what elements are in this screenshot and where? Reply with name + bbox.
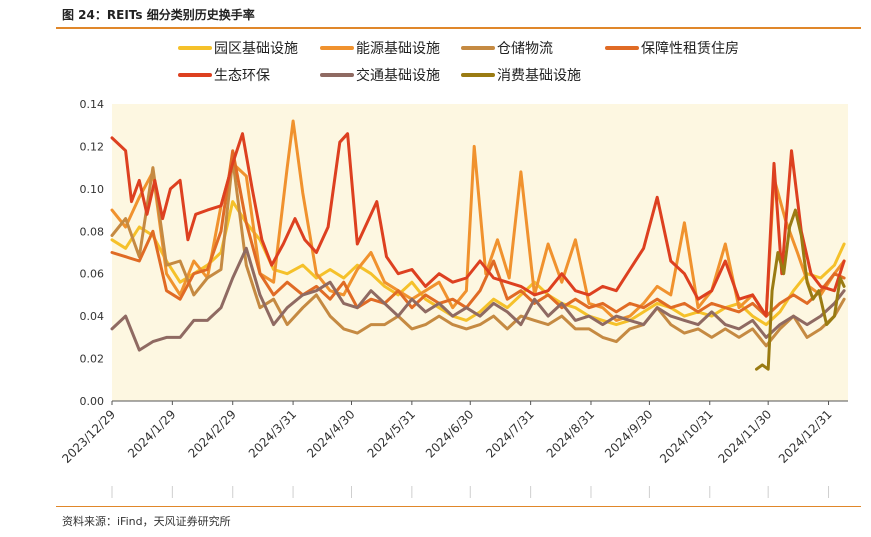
y-tick-label: 0.06 xyxy=(80,268,105,281)
top-rule xyxy=(56,27,861,29)
legend-label: 保障性租赁住房 xyxy=(641,41,739,57)
source-note: 资料来源：iFind，天风证券研究所 xyxy=(62,515,231,528)
x-tick-label: 2024/11/30 xyxy=(715,407,774,466)
x-tick-label: 2024/5/31 xyxy=(365,407,418,460)
y-tick-label: 0.14 xyxy=(80,98,105,111)
series-line-6 xyxy=(110,246,846,352)
y-tick-label: 0.08 xyxy=(80,225,105,238)
legend-label: 生态环保 xyxy=(214,68,270,84)
x-tick-label: 2024/6/30 xyxy=(423,407,476,460)
series-line-5 xyxy=(110,132,846,318)
x-tick-label: 2024/7/31 xyxy=(483,407,536,460)
legend-label: 消费基础设施 xyxy=(497,67,581,84)
series-lines xyxy=(110,119,846,371)
x-tick-label: 2024/3/31 xyxy=(246,407,299,460)
x-axis: 2023/12/29 2024/1/29 2024/2/29 2024/3/31 202… xyxy=(59,401,835,498)
y-tick-label: 0.02 xyxy=(80,353,105,366)
x-tick-label: 2024/1/29 xyxy=(125,407,178,460)
chart: 0.00 0.02 0.04 0.06 0.08 0.10 0.12 0.14 2023/12… xyxy=(59,40,848,498)
y-tick-label: 0.00 xyxy=(80,395,105,408)
x-tick-label: 2024/12/31 xyxy=(776,407,835,466)
y-tick-label: 0.04 xyxy=(80,310,105,323)
x-tick-label: 2024/4/30 xyxy=(304,407,357,460)
legend-label: 仓储物流 xyxy=(497,41,553,57)
y-axis: 0.00 0.02 0.04 0.06 0.08 0.10 0.12 0.14 xyxy=(80,98,105,408)
legend-label: 园区基础设施 xyxy=(214,40,298,57)
legend-label: 交通基础设施 xyxy=(356,67,440,84)
x-tick-label: 2024/8/31 xyxy=(544,407,597,460)
figure-title: 图 24：REITs 细分类别历史换手率 xyxy=(62,8,255,22)
y-tick-label: 0.10 xyxy=(80,183,105,196)
y-tick-label: 0.12 xyxy=(80,140,105,153)
legend-label: 能源基础设施 xyxy=(356,40,440,57)
series-line-4 xyxy=(110,149,846,318)
x-tick-label: 2024/2/29 xyxy=(185,407,238,460)
x-tick-label: 2024/10/31 xyxy=(657,407,716,466)
series-line-7 xyxy=(755,208,846,371)
bottom-rule xyxy=(56,506,861,507)
x-tick-label: 2023/12/29 xyxy=(59,407,118,466)
x-tick-label: 2024/9/30 xyxy=(602,407,655,460)
